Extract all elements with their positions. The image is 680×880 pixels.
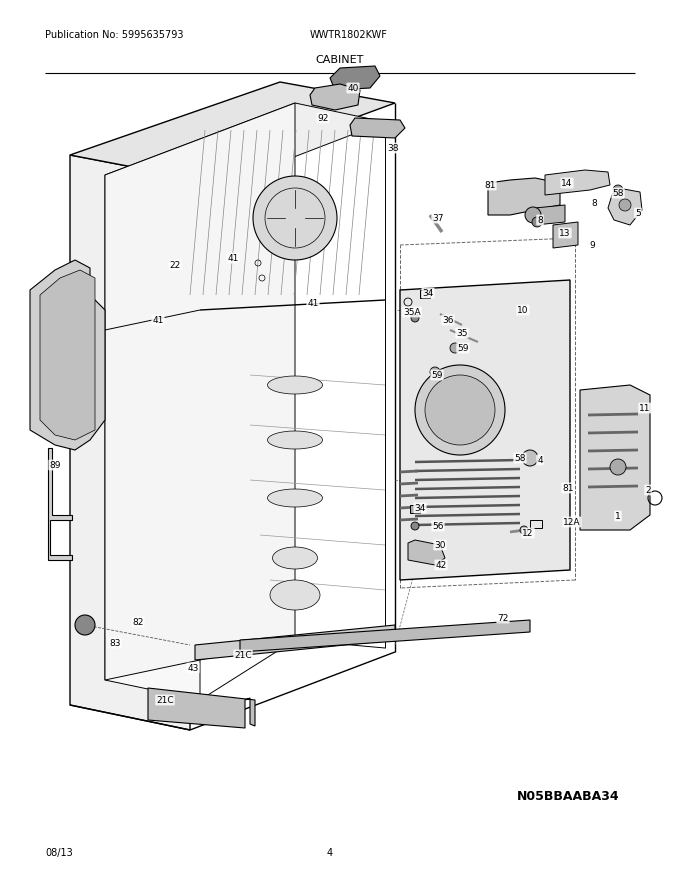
- Polygon shape: [400, 280, 570, 580]
- Polygon shape: [310, 84, 360, 110]
- Circle shape: [75, 615, 95, 635]
- Polygon shape: [48, 448, 72, 560]
- Polygon shape: [350, 118, 405, 138]
- Text: WWTR1802KWF: WWTR1802KWF: [310, 30, 388, 40]
- Ellipse shape: [267, 431, 322, 449]
- Text: 9: 9: [589, 240, 595, 250]
- Text: 21C: 21C: [234, 650, 252, 659]
- Text: 30: 30: [435, 540, 446, 549]
- Text: 37: 37: [432, 214, 444, 223]
- Text: 4: 4: [537, 456, 543, 465]
- Circle shape: [253, 176, 337, 260]
- Text: 11: 11: [639, 404, 651, 413]
- Polygon shape: [70, 155, 190, 730]
- Circle shape: [411, 522, 419, 530]
- Text: N05BBAABA34: N05BBAABA34: [517, 790, 620, 803]
- Text: 35A: 35A: [403, 307, 421, 317]
- Text: 72: 72: [497, 613, 509, 622]
- Polygon shape: [40, 270, 95, 440]
- Text: 12A: 12A: [563, 517, 581, 526]
- Text: 36: 36: [442, 316, 454, 325]
- Circle shape: [532, 217, 542, 227]
- Text: CABINET: CABINET: [316, 55, 364, 65]
- Text: 56: 56: [432, 522, 444, 531]
- Ellipse shape: [270, 580, 320, 610]
- Bar: [420, 290, 430, 298]
- Text: 89: 89: [49, 460, 61, 470]
- Polygon shape: [488, 178, 560, 215]
- Text: 58: 58: [514, 453, 526, 463]
- Text: 41: 41: [307, 298, 319, 307]
- Polygon shape: [608, 188, 642, 225]
- Polygon shape: [195, 625, 395, 660]
- Text: 21C: 21C: [156, 695, 174, 705]
- Text: 08/13: 08/13: [45, 848, 73, 858]
- Text: 5: 5: [635, 209, 641, 217]
- Polygon shape: [580, 385, 650, 530]
- Text: 22: 22: [169, 260, 181, 269]
- Circle shape: [522, 450, 538, 466]
- Circle shape: [425, 375, 495, 445]
- Circle shape: [430, 367, 440, 377]
- Text: 12: 12: [522, 529, 534, 538]
- Circle shape: [411, 314, 419, 322]
- Text: 35: 35: [456, 328, 468, 338]
- Circle shape: [610, 459, 626, 475]
- Text: 41: 41: [227, 253, 239, 262]
- Polygon shape: [105, 103, 295, 680]
- Text: 81: 81: [484, 180, 496, 189]
- Text: 59: 59: [431, 370, 443, 379]
- Ellipse shape: [273, 547, 318, 569]
- Text: 34: 34: [422, 289, 434, 297]
- Bar: [530, 520, 542, 528]
- Polygon shape: [408, 540, 445, 565]
- Polygon shape: [545, 170, 610, 195]
- Circle shape: [450, 343, 460, 353]
- Text: 13: 13: [559, 229, 571, 238]
- Polygon shape: [105, 103, 385, 193]
- Polygon shape: [240, 620, 530, 652]
- Polygon shape: [105, 175, 200, 700]
- Text: 83: 83: [109, 639, 121, 648]
- Text: 41: 41: [152, 316, 164, 325]
- Polygon shape: [330, 66, 380, 90]
- Text: 14: 14: [561, 179, 573, 187]
- Text: 92: 92: [318, 114, 328, 122]
- Text: 42: 42: [435, 561, 447, 569]
- Text: 4: 4: [327, 848, 333, 858]
- Bar: [410, 505, 420, 513]
- Polygon shape: [553, 222, 578, 248]
- Circle shape: [415, 365, 505, 455]
- Polygon shape: [535, 205, 565, 225]
- Ellipse shape: [267, 489, 322, 507]
- Text: 38: 38: [387, 143, 398, 152]
- Circle shape: [613, 185, 623, 195]
- Text: 2: 2: [645, 486, 651, 495]
- Text: 8: 8: [591, 199, 597, 208]
- Text: 82: 82: [133, 618, 143, 627]
- Text: 40: 40: [347, 84, 358, 92]
- Text: 43: 43: [187, 664, 199, 672]
- Circle shape: [619, 199, 631, 211]
- Ellipse shape: [267, 376, 322, 394]
- Text: 8: 8: [537, 216, 543, 224]
- Polygon shape: [30, 260, 105, 450]
- Polygon shape: [70, 82, 395, 178]
- Polygon shape: [148, 688, 255, 728]
- Circle shape: [520, 526, 528, 534]
- Text: 81: 81: [562, 483, 574, 493]
- Text: 1: 1: [615, 511, 621, 520]
- Text: 10: 10: [517, 305, 529, 314]
- Text: Publication No: 5995635793: Publication No: 5995635793: [45, 30, 184, 40]
- Text: 58: 58: [612, 188, 624, 197]
- Circle shape: [525, 207, 541, 223]
- Text: 59: 59: [457, 343, 469, 353]
- Text: 34: 34: [414, 503, 426, 512]
